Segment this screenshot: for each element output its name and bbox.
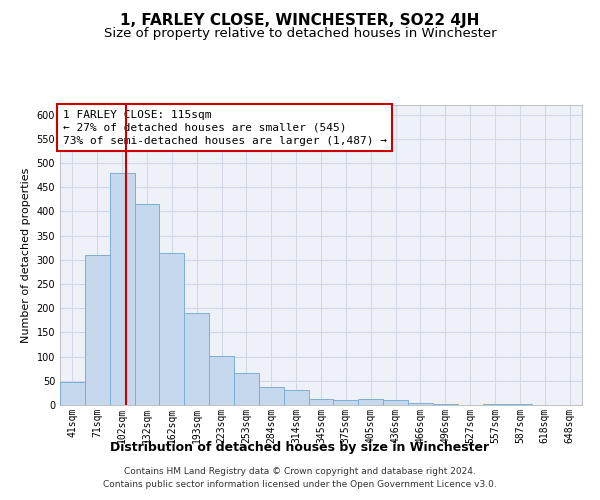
Bar: [308, 398, 334, 405]
Bar: [334, 400, 358, 405]
Bar: [433, 404, 458, 405]
Bar: [209, 356, 234, 405]
Text: Contains HM Land Registry data © Crown copyright and database right 2024.: Contains HM Land Registry data © Crown c…: [124, 467, 476, 476]
Bar: [482, 404, 508, 405]
Bar: [184, 313, 209, 405]
Text: 1, FARLEY CLOSE, WINCHESTER, SO22 4JH: 1, FARLEY CLOSE, WINCHESTER, SO22 4JH: [121, 12, 479, 28]
Text: Contains public sector information licensed under the Open Government Licence v3: Contains public sector information licen…: [103, 480, 497, 489]
Bar: [110, 172, 134, 405]
Text: Distribution of detached houses by size in Winchester: Distribution of detached houses by size …: [110, 441, 490, 454]
Bar: [358, 399, 383, 405]
Text: 1 FARLEY CLOSE: 115sqm
← 27% of detached houses are smaller (545)
73% of semi-de: 1 FARLEY CLOSE: 115sqm ← 27% of detached…: [62, 110, 386, 146]
Bar: [508, 404, 532, 405]
Text: Size of property relative to detached houses in Winchester: Size of property relative to detached ho…: [104, 28, 496, 40]
Bar: [134, 204, 160, 405]
Bar: [284, 390, 308, 405]
Bar: [259, 386, 284, 405]
Bar: [234, 372, 259, 405]
Y-axis label: Number of detached properties: Number of detached properties: [21, 168, 31, 342]
Bar: [85, 255, 110, 405]
Bar: [383, 400, 408, 405]
Bar: [408, 402, 433, 405]
Bar: [60, 382, 85, 405]
Bar: [160, 252, 184, 405]
